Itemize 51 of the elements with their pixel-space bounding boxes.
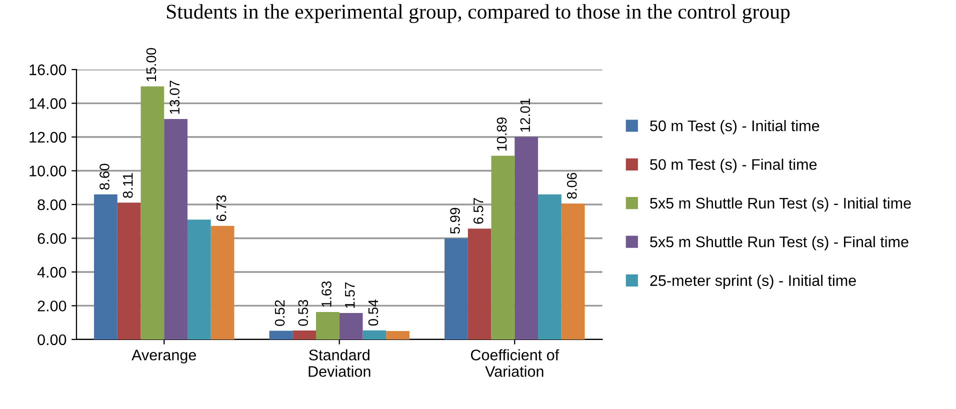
bar [362,330,386,340]
x-tick-label: Standard Deviation [308,349,370,377]
bar [292,330,316,340]
data-label: 13.07 [170,80,180,114]
data-label: 0.54 [368,300,378,326]
data-label: 0.53 [298,300,308,326]
bar [210,226,234,340]
data-label: 8.06 [566,172,577,199]
data-label: 0.52 [274,300,285,326]
y-tick-label: 12.00 [30,132,66,143]
bar [164,118,188,340]
bar [187,220,211,340]
bar [468,228,492,340]
bar [561,203,585,340]
bar [316,312,340,340]
legend-label: 50 m Test (s) - Final time [650,158,817,173]
data-label: 6.73 [216,195,226,222]
bar [94,194,118,340]
data-label: 5.99 [450,208,460,234]
data-label: 12.01 [520,98,530,132]
bar [117,202,141,340]
y-tick-label: 8.00 [38,199,66,210]
x-tick-label: Averange [132,350,196,364]
data-label: 8.11 [122,173,133,198]
y-tick-label: 4.00 [37,266,66,278]
data-label: 1.57 [345,282,355,308]
bar [538,194,562,340]
bar [491,156,515,340]
legend-label: 25-meter sprint (s) - Initial time [650,274,856,289]
y-tick-label: 16.00 [30,64,66,76]
y-tick-label: 0.00 [38,334,66,346]
data-label: 8.60 [100,164,110,190]
data-label: 6.57 [473,198,484,224]
bar [269,330,293,340]
bar [386,331,410,340]
legend-label: 5x5 m Shuttle Run Test (s) - Initial time [650,197,911,212]
y-tick-label: 2.00 [38,300,66,312]
data-label: 1.63 [322,281,332,307]
y-tick-label: 14.00 [30,98,66,109]
data-label: 10.89 [496,117,507,151]
y-tick-label: 10.00 [30,166,66,176]
x-tick-label: Coefficient of Variation [470,349,560,377]
bar [514,136,538,340]
chart-title: Students in the experimental group, compared to those in the control group [166,4,790,24]
legend-label: 50 m Test (s) - Initial time [650,120,820,134]
y-tick-label: 6.00 [38,233,66,244]
bar [339,312,363,340]
legend-label: 5x5 m Shuttle Run Test (s) - Final time [650,236,908,250]
bar [444,238,468,340]
bar [140,86,164,340]
data-label: 15.00 [146,48,156,82]
